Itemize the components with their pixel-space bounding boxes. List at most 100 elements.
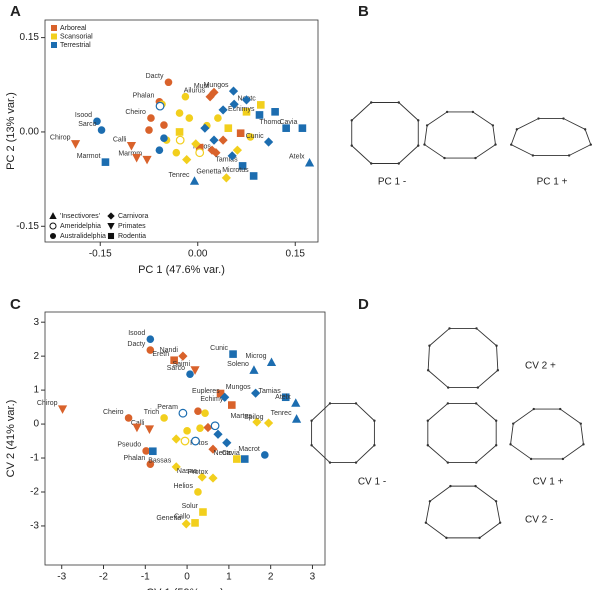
y-axis-label: PC 2 (13% var.) — [5, 92, 17, 170]
point-label: Genetta — [196, 169, 221, 176]
data-point — [155, 101, 165, 111]
point-label: Cavia — [222, 450, 240, 457]
landmark — [567, 154, 571, 157]
legend-marker — [107, 232, 115, 240]
legend-swatch — [51, 42, 57, 48]
outline-shape — [510, 118, 592, 156]
landmark — [373, 419, 376, 422]
data-point — [236, 129, 245, 138]
data-point — [146, 460, 155, 468]
data-point — [195, 148, 205, 158]
landmark — [328, 402, 332, 405]
data-point — [160, 134, 168, 143]
point-label: Pseudo — [117, 442, 141, 449]
data-point — [197, 472, 207, 482]
landmark — [426, 419, 430, 422]
data-point — [220, 392, 230, 402]
landmark — [532, 407, 536, 411]
landmark — [428, 344, 431, 347]
landmark — [515, 128, 519, 131]
landmark — [531, 154, 535, 157]
point-label: Potos — [190, 440, 208, 447]
landmark — [350, 144, 353, 147]
y-tick-label: -3 — [30, 521, 39, 532]
point-label: Tamias — [259, 388, 282, 395]
outline-shape — [427, 402, 497, 464]
data-point — [207, 145, 217, 155]
data-point — [171, 434, 181, 444]
point-label: Chirop — [37, 400, 58, 407]
landmark — [370, 101, 373, 104]
data-point — [172, 148, 181, 157]
point-label: Calli — [131, 420, 145, 427]
data-point — [221, 173, 231, 183]
point-label: Soleno — [227, 361, 249, 368]
data-point — [181, 92, 190, 101]
outline-shape — [424, 111, 496, 159]
outline-shape — [425, 485, 501, 539]
x-tick-label: 0.00 — [188, 249, 208, 260]
point-label: Sarco — [78, 121, 96, 128]
point-label: Martes — [230, 413, 252, 420]
data-point — [266, 357, 277, 367]
point-label: Tamias — [215, 157, 238, 164]
point-label: Calli — [113, 137, 127, 144]
landmark — [424, 521, 428, 524]
shape-label: CV 2 - — [525, 515, 553, 526]
landmark — [589, 143, 592, 146]
legend-marker — [49, 232, 57, 240]
data-point — [142, 447, 150, 455]
legend-label: Australidelphia — [60, 233, 106, 240]
landmark — [310, 419, 313, 422]
data-point — [155, 146, 164, 154]
landmark — [494, 143, 497, 146]
point-label: Chirop — [50, 135, 71, 142]
y-tick-label: 3 — [33, 317, 39, 328]
y-tick-label: 0.00 — [20, 127, 40, 138]
landmark — [445, 536, 448, 540]
shape-label: CV 1 - — [358, 477, 386, 488]
x-tick-label: 3 — [310, 572, 316, 583]
data-point — [240, 455, 249, 463]
landmark — [397, 101, 400, 104]
data-point — [171, 462, 181, 472]
x-axis-label: PC 1 (47.6% var.) — [138, 264, 225, 276]
data-point — [241, 95, 252, 105]
point-label: Saimi — [173, 361, 191, 368]
landmark — [510, 143, 513, 146]
data-point — [181, 519, 191, 529]
data-point — [242, 108, 251, 116]
data-point — [255, 111, 264, 119]
data-point — [232, 145, 242, 155]
legend-label: Terrestrial — [60, 42, 91, 49]
point-label: Marmm — [118, 150, 142, 157]
x-tick-label: 0 — [184, 572, 190, 583]
landmark — [478, 536, 481, 540]
data-point — [144, 425, 155, 434]
point-label: Must — [194, 83, 209, 90]
point-label: Phalan — [133, 93, 155, 100]
point-label: Atelx — [289, 154, 305, 161]
landmark — [471, 110, 475, 114]
data-point — [170, 356, 178, 365]
data-point — [175, 135, 185, 145]
point-label: Tenrec — [168, 172, 190, 179]
legend-label: Scansorial — [60, 33, 93, 40]
panel-label: C — [10, 296, 21, 313]
data-point — [142, 155, 152, 165]
data-point — [182, 155, 192, 165]
landmark — [397, 162, 400, 165]
data-point — [208, 444, 218, 454]
data-point — [185, 114, 194, 122]
point-label: Sarco — [167, 365, 185, 372]
x-tick-label: -3 — [57, 572, 66, 583]
data-point — [186, 370, 194, 378]
data-point — [252, 417, 262, 427]
y-tick-label: 0 — [33, 419, 39, 430]
landmark — [491, 124, 495, 127]
landmark — [417, 119, 420, 122]
landmark — [474, 156, 477, 160]
data-point — [213, 429, 223, 439]
point-label: Solur — [182, 503, 199, 510]
point-label: Trich — [144, 409, 159, 416]
